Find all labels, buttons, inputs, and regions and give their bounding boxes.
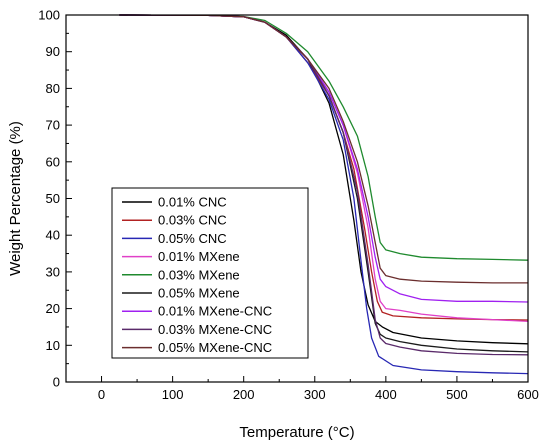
- y-tick-label: 20: [46, 301, 60, 316]
- y-tick-label: 10: [46, 338, 60, 353]
- legend-label: 0.01% CNC: [158, 195, 227, 210]
- x-axis-label: Temperature (°C): [239, 424, 354, 441]
- legend-label: 0.05% CNC: [158, 231, 227, 246]
- legend-label: 0.03% CNC: [158, 213, 227, 228]
- x-tick-label: 400: [375, 387, 397, 402]
- x-tick-label: 0: [98, 387, 105, 402]
- y-tick-label: 50: [46, 191, 60, 206]
- legend-label: 0.01% MXene-CNC: [158, 304, 272, 319]
- series-line-9: [119, 14, 528, 284]
- legend-label: 0.03% MXene: [158, 267, 240, 282]
- y-tick-label: 0: [53, 375, 60, 390]
- legend-items: 0.01% CNC 0.03% CNC 0.05% CNC 0.01% MXene 0.…: [122, 195, 272, 355]
- legend-label: 0.05% MXene-CNC: [158, 340, 272, 355]
- legend: 0.01% CNC 0.03% CNC 0.05% CNC 0.01% MXene 0.…: [111, 187, 309, 359]
- series-line-5: [119, 14, 529, 261]
- y-tick-label: 40: [46, 228, 60, 243]
- x-tick-label: 500: [446, 387, 468, 402]
- x-tick-label: 300: [304, 387, 326, 402]
- x-tick-label: 200: [233, 387, 255, 402]
- plot-lines: [119, 14, 529, 375]
- legend-label: 0.03% MXene-CNC: [158, 322, 272, 337]
- x-tick-label: 600: [517, 387, 539, 402]
- y-tick-label: 60: [46, 154, 60, 169]
- y-tick-label: 30: [46, 264, 60, 279]
- legend-label: 0.05% MXene: [158, 286, 240, 301]
- x-axis-ticks: 0 100 200 300 400 500 600: [65, 376, 539, 402]
- y-axis-label: Weight Percentage (%): [7, 121, 24, 276]
- y-tick-label: 90: [46, 44, 60, 59]
- y-tick-label: 100: [38, 8, 60, 23]
- y-axis-ticks: 0 10 20 30 40 50 60 70 80 90 100: [38, 8, 72, 390]
- y-tick-label: 80: [46, 81, 60, 96]
- legend-label: 0.01% MXene: [158, 249, 240, 264]
- y-tick-label: 70: [46, 118, 60, 133]
- x-tick-label: 100: [162, 387, 184, 402]
